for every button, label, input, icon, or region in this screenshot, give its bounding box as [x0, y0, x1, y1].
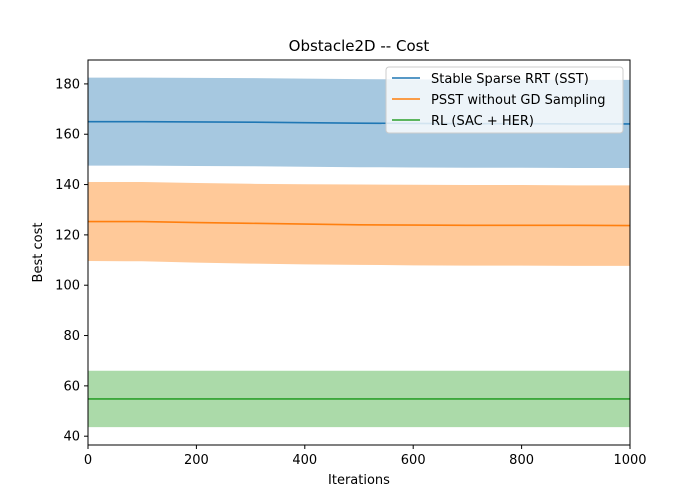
x-tick-label: 600 — [401, 453, 426, 468]
line-series-2 — [88, 220, 631, 227]
y-tick-label: 40 — [63, 430, 80, 445]
legend-entry-3: RL (SAC + HER) — [431, 114, 534, 129]
plot-frame — [87, 59, 631, 446]
legend: Stable Sparse RRT (SST) PSST without GD S… — [385, 66, 624, 134]
x-tick-label: 0 — [84, 453, 92, 468]
y-tick-label: 140 — [55, 178, 80, 193]
legend-entry-2: PSST without GD Sampling — [431, 93, 605, 108]
x-tick-label: 200 — [184, 453, 209, 468]
y-tick-label: 120 — [55, 228, 80, 243]
x-axis-label: Iterations — [328, 473, 390, 488]
x-tick-label: 800 — [509, 453, 534, 468]
y-axis-label: Best cost — [31, 223, 46, 283]
y-tick-label: 180 — [55, 77, 80, 92]
y-tick-label: 160 — [55, 128, 80, 143]
legend-entry-1: Stable Sparse RRT (SST) — [431, 72, 589, 87]
x-tick-label: 1000 — [613, 453, 646, 468]
legend-box — [385, 66, 624, 134]
y-tick-label: 100 — [55, 279, 80, 294]
x-tick-label: 400 — [292, 453, 317, 468]
band-series-2 — [88, 182, 630, 266]
y-tick-label: 60 — [63, 379, 80, 394]
chart-title: Obstacle2D -- Cost — [289, 37, 430, 55]
x-axis-ticks: 0 200 400 600 800 1000 — [84, 445, 647, 468]
y-tick-label: 80 — [63, 329, 80, 344]
y-axis-ticks: 40 60 80 100 120 140 160 180 — [55, 77, 88, 445]
